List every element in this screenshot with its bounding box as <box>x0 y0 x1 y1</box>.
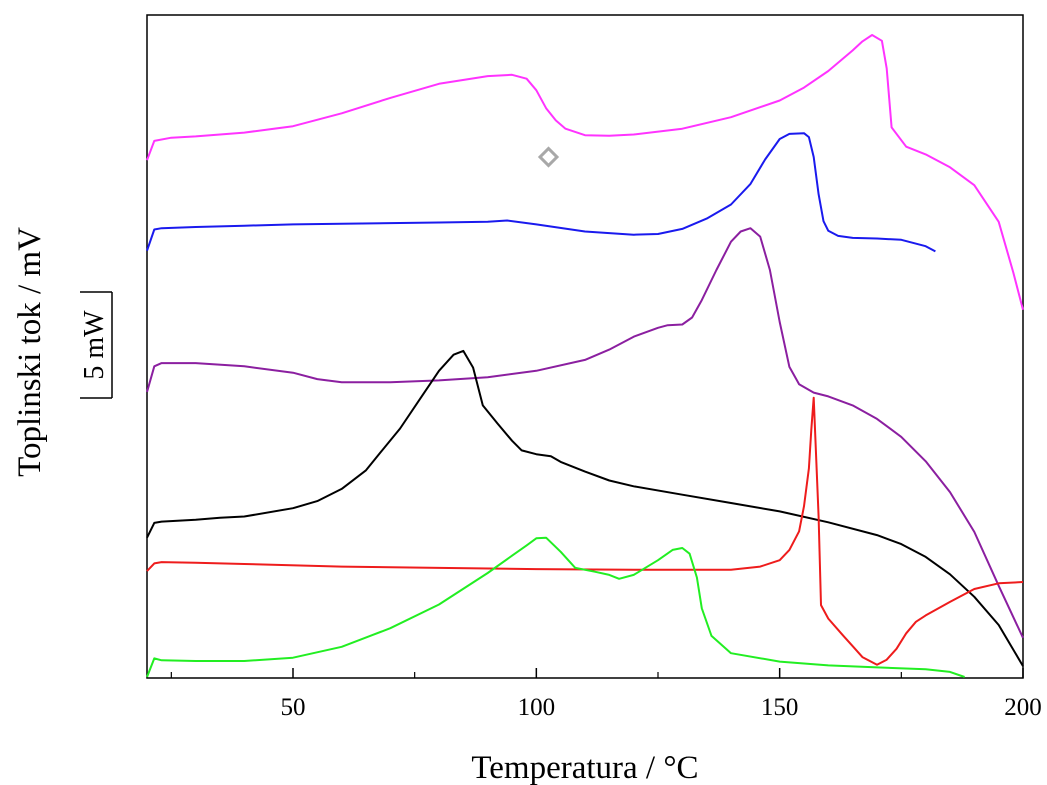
x-tick-label: 200 <box>1004 694 1042 721</box>
plot-frame <box>146 14 1024 679</box>
scale-bar: 5 mW <box>79 291 113 399</box>
series-line-4 <box>146 349 1024 667</box>
series-line-2 <box>146 132 936 253</box>
series-layer <box>146 34 1024 678</box>
x-axis: 50 100 150 200 <box>170 668 1042 721</box>
annotation-layer <box>537 146 560 168</box>
diamond-marker-icon <box>537 146 560 168</box>
series-line-1 <box>146 34 1024 311</box>
scale-bar-label: 5 mW <box>79 310 110 380</box>
x-tick-label: 100 <box>518 694 556 721</box>
x-tick-label: 150 <box>761 694 799 721</box>
series-line-6 <box>146 536 965 678</box>
x-tick-label: 50 <box>281 694 306 721</box>
series-line-3 <box>146 227 1024 639</box>
y-axis-title: Toplinski tok / mV <box>12 227 48 477</box>
x-axis-title: Temperatura / °C <box>471 750 698 785</box>
series-line-5 <box>146 396 1024 666</box>
